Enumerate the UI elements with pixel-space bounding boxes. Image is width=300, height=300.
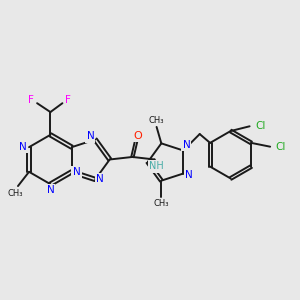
Text: N: N bbox=[20, 142, 27, 152]
Text: N: N bbox=[73, 167, 80, 177]
Text: N: N bbox=[46, 185, 54, 196]
Text: N: N bbox=[182, 140, 190, 150]
Text: NH: NH bbox=[149, 161, 164, 171]
Text: CH₃: CH₃ bbox=[149, 116, 164, 125]
Text: F: F bbox=[65, 95, 71, 105]
Text: N: N bbox=[185, 170, 193, 180]
Text: F: F bbox=[28, 95, 34, 105]
Text: O: O bbox=[134, 131, 142, 141]
Text: N: N bbox=[96, 174, 104, 184]
Text: Cl: Cl bbox=[255, 121, 266, 131]
Text: CH₃: CH₃ bbox=[7, 188, 22, 197]
Text: CH₃: CH₃ bbox=[154, 199, 169, 208]
Text: Cl: Cl bbox=[276, 142, 286, 152]
Text: N: N bbox=[87, 131, 94, 141]
